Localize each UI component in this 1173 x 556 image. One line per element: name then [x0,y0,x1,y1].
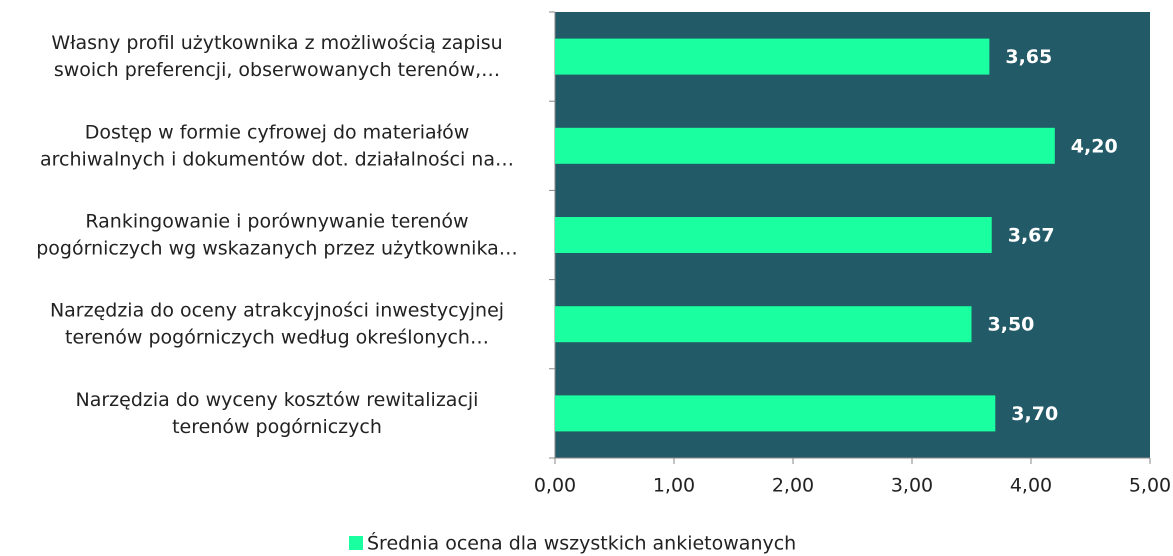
x-tick-label: 0,00 [534,475,576,497]
x-tick-label: 5,00 [1129,475,1171,497]
bar [555,127,1055,164]
category-line: Rankingowanie i porównywanie terenów [85,210,468,232]
bar [555,217,992,253]
bar [555,38,990,75]
value-label: 4,20 [1071,135,1118,157]
category-label: Narzędzia do oceny atrakcyjności inwesty… [50,299,504,348]
category-label: Dostęp w formie cyfrowej do materiałów ar… [40,121,514,170]
x-tick-label: 3,00 [891,475,933,497]
category-line: pogórniczych wg wskazanych przez użytkow… [36,237,518,259]
x-tick-label: 2,00 [772,475,814,497]
legend-label: Średnia ocena dla wszystkich ankietowany… [367,531,796,555]
x-tick-label: 4,00 [1010,475,1052,497]
category-line: Narzędzia do wyceny kosztów rewitalizacj… [76,388,479,410]
value-label: 3,65 [1005,46,1052,68]
category-line: swoich preferencji, obserwowanych terenó… [54,59,500,81]
category-line: Własny profil użytkownika z możliwością … [51,32,502,54]
legend-swatch [349,536,363,550]
category-line: terenów pogórniczych [172,415,382,437]
category-line: archiwalnych i dokumentów dot. działalno… [40,148,514,170]
bar [555,306,972,343]
value-label: 3,50 [988,314,1035,336]
category-line: Narzędzia do oceny atrakcyjności inwesty… [50,299,504,321]
bar [555,395,996,432]
category-line: terenów pogórniczych według określonych… [65,326,489,348]
category-label: Narzędzia do wyceny kosztów rewitalizacj… [76,388,479,437]
value-label: 3,70 [1011,403,1058,425]
category-label: Rankingowanie i porównywanie terenów pogó… [36,210,518,259]
category-label: Własny profil użytkownika z możliwością … [51,32,502,81]
value-label: 3,67 [1008,225,1055,247]
category-line: Dostęp w formie cyfrowej do materiałów [85,121,470,143]
x-tick-label: 1,00 [653,475,695,497]
